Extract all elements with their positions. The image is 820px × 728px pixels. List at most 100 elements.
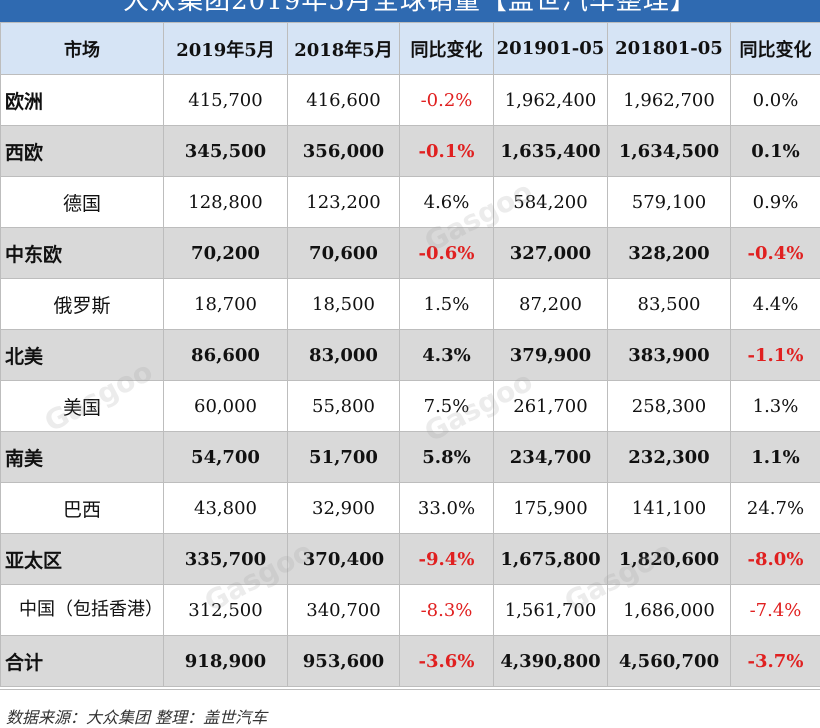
header-month-2018: 2018年5月	[288, 23, 400, 75]
ytd-2019-cell: 4,390,800	[494, 636, 608, 687]
ytd-2018-cell: 232,300	[608, 432, 731, 483]
month-2019-cell: 70,200	[164, 228, 288, 279]
ytd-2019-cell: 1,561,700	[494, 585, 608, 636]
yoy-ytd-cell: -7.4%	[731, 585, 820, 636]
page-title: 大众集团2019年5月全球销量【盖世汽车整理】	[0, 0, 820, 16]
month-2019-cell: 86,600	[164, 330, 288, 381]
ytd-2019-cell: 327,000	[494, 228, 608, 279]
title-bar: 大众集团2019年5月全球销量【盖世汽车整理】	[0, 0, 820, 22]
yoy-ytd-cell: 0.0%	[731, 75, 820, 126]
header-month-2019: 2019年5月	[164, 23, 288, 75]
month-2019-cell: 43,800	[164, 483, 288, 534]
month-2019-cell: 312,500	[164, 585, 288, 636]
market-cell: 德国	[1, 177, 164, 228]
yoy-ytd-cell: 4.4%	[731, 279, 820, 330]
ytd-2019-cell: 379,900	[494, 330, 608, 381]
yoy-ytd-cell: -3.7%	[731, 636, 820, 687]
yoy-month-cell: -0.1%	[400, 126, 494, 177]
sales-table: 市场 2019年5月 2018年5月 同比变化 201901-05 201801…	[0, 22, 820, 687]
data-source-note: 数据来源：大众集团 整理：盖世汽车	[6, 704, 267, 728]
yoy-ytd-cell: 0.1%	[731, 126, 820, 177]
yoy-month-cell: 4.3%	[400, 330, 494, 381]
month-2018-cell: 18,500	[288, 279, 400, 330]
ytd-2018-cell: 1,634,500	[608, 126, 731, 177]
yoy-month-cell: -0.2%	[400, 75, 494, 126]
footer: 数据来源：大众集团 整理：盖世汽车	[0, 689, 820, 720]
month-2018-cell: 340,700	[288, 585, 400, 636]
market-cell: 欧洲	[1, 75, 164, 126]
month-2018-cell: 416,600	[288, 75, 400, 126]
ytd-2019-cell: 87,200	[494, 279, 608, 330]
ytd-2018-cell: 83,500	[608, 279, 731, 330]
yoy-ytd-cell: 0.9%	[731, 177, 820, 228]
yoy-ytd-cell: -8.0%	[731, 534, 820, 585]
month-2018-cell: 51,700	[288, 432, 400, 483]
market-cell: 俄罗斯	[1, 279, 164, 330]
month-2018-cell: 953,600	[288, 636, 400, 687]
yoy-ytd-cell: -1.1%	[731, 330, 820, 381]
ytd-2018-cell: 1,686,000	[608, 585, 731, 636]
header-market: 市场	[1, 23, 164, 75]
header-yoy-ytd: 同比变化	[731, 23, 820, 75]
ytd-2019-cell: 584,200	[494, 177, 608, 228]
market-cell: 合计	[1, 636, 164, 687]
month-2019-cell: 345,500	[164, 126, 288, 177]
month-2019-cell: 60,000	[164, 381, 288, 432]
yoy-month-cell: -3.6%	[400, 636, 494, 687]
ytd-2018-cell: 4,560,700	[608, 636, 731, 687]
yoy-month-cell: 33.0%	[400, 483, 494, 534]
market-cell: 北美	[1, 330, 164, 381]
yoy-month-cell: 4.6%	[400, 177, 494, 228]
ytd-2018-cell: 1,962,700	[608, 75, 731, 126]
month-2019-cell: 918,900	[164, 636, 288, 687]
header-ytd-2019: 201901-05	[494, 23, 608, 75]
month-2018-cell: 83,000	[288, 330, 400, 381]
month-2019-cell: 18,700	[164, 279, 288, 330]
ytd-2018-cell: 579,100	[608, 177, 731, 228]
ytd-2019-cell: 234,700	[494, 432, 608, 483]
ytd-2019-cell: 175,900	[494, 483, 608, 534]
market-cell: 亚太区	[1, 534, 164, 585]
ytd-2019-cell: 1,962,400	[494, 75, 608, 126]
ytd-2018-cell: 1,820,600	[608, 534, 731, 585]
yoy-ytd-cell: -0.4%	[731, 228, 820, 279]
yoy-month-cell: 5.8%	[400, 432, 494, 483]
month-2019-cell: 54,700	[164, 432, 288, 483]
market-cell: 西欧	[1, 126, 164, 177]
month-2018-cell: 370,400	[288, 534, 400, 585]
month-2018-cell: 32,900	[288, 483, 400, 534]
month-2018-cell: 55,800	[288, 381, 400, 432]
ytd-2019-cell: 261,700	[494, 381, 608, 432]
month-2018-cell: 356,000	[288, 126, 400, 177]
yoy-ytd-cell: 24.7%	[731, 483, 820, 534]
ytd-2018-cell: 383,900	[608, 330, 731, 381]
header-yoy-month: 同比变化	[400, 23, 494, 75]
ytd-2019-cell: 1,635,400	[494, 126, 608, 177]
yoy-month-cell: -0.6%	[400, 228, 494, 279]
ytd-2019-cell: 1,675,800	[494, 534, 608, 585]
header-row: 市场 2019年5月 2018年5月 同比变化 201901-05 201801…	[1, 23, 820, 75]
market-cell: 美国	[1, 381, 164, 432]
yoy-month-cell: -8.3%	[400, 585, 494, 636]
month-2019-cell: 335,700	[164, 534, 288, 585]
yoy-month-cell: 1.5%	[400, 279, 494, 330]
market-cell: 中东欧	[1, 228, 164, 279]
market-cell: 巴西	[1, 483, 164, 534]
yoy-month-cell: -9.4%	[400, 534, 494, 585]
month-2019-cell: 415,700	[164, 75, 288, 126]
yoy-ytd-cell: 1.1%	[731, 432, 820, 483]
yoy-ytd-cell: 1.3%	[731, 381, 820, 432]
header-ytd-2018: 201801-05	[608, 23, 731, 75]
